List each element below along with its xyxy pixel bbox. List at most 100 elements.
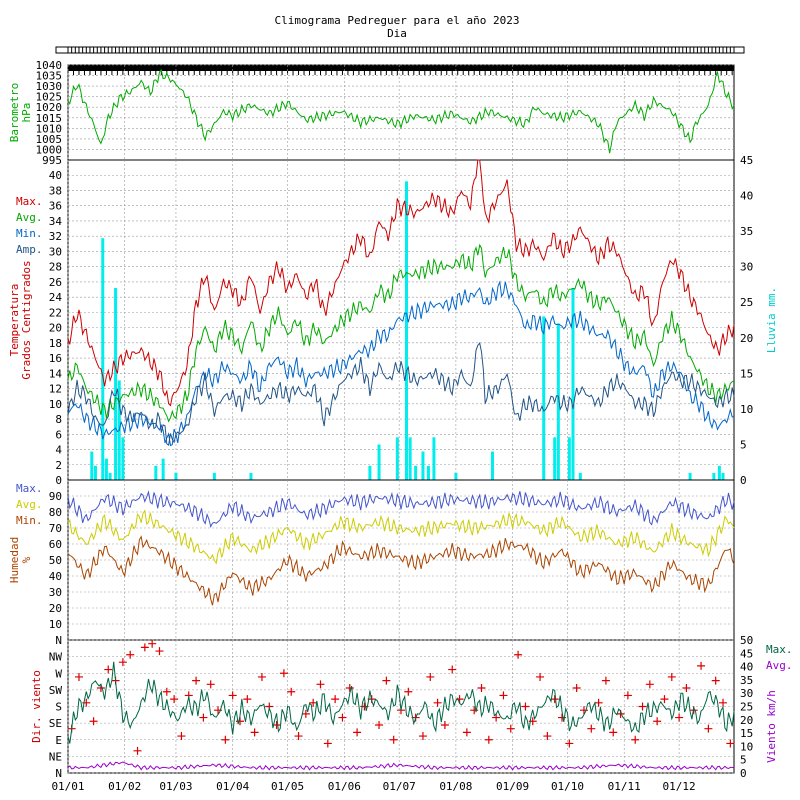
rain-bar — [556, 323, 560, 480]
temperatura-legend-item: Avg. — [16, 211, 43, 224]
temperatura-y2tick-label: 30 — [740, 261, 753, 274]
viento-y2tick-label: 35 — [740, 674, 753, 687]
humedad-legend-item: Avg. — [16, 498, 43, 511]
rain-bar — [121, 437, 125, 480]
barometro-ytick-label: 1015 — [36, 112, 63, 125]
wind-direction-point — [631, 735, 640, 744]
wind-direction-point — [382, 676, 391, 685]
viento-y2tick-label: 20 — [740, 714, 753, 727]
x-tick-label: 01/03 — [159, 780, 192, 793]
temperatura-y2tick-label: 0 — [740, 474, 747, 487]
temperatura-ytick-label: 4 — [55, 444, 62, 457]
temperatura-ytick-label: 36 — [49, 200, 62, 213]
wind-direction-point — [726, 739, 735, 748]
temperatura-ytick-label: 20 — [49, 322, 62, 335]
wind-direction-point — [609, 728, 618, 737]
temperatura-axis-unit: Grados Centigrados — [20, 260, 33, 379]
wind-direction-point — [375, 720, 384, 729]
wind-direction-point — [199, 713, 208, 722]
barometro-ytick-label: 1000 — [36, 143, 63, 156]
viento-y2tick-label: 0 — [740, 767, 747, 780]
wind-direction-point — [148, 639, 157, 648]
temperatura-y2tick-label: 25 — [740, 296, 753, 309]
wind-direction-point — [426, 672, 435, 681]
rain-bar — [542, 316, 546, 480]
rain-bar — [154, 465, 158, 480]
x-tick-label: 01/06 — [328, 780, 361, 793]
humedad-series-min — [67, 535, 735, 606]
viento-y2tick-label: 25 — [740, 701, 753, 714]
rain-bar — [93, 465, 97, 480]
viento-ytick-label: SW — [49, 684, 63, 697]
temperatura-ytick-label: 40 — [49, 169, 62, 182]
wind-direction-point — [316, 680, 325, 689]
temperatura-ytick-label: 22 — [49, 306, 62, 319]
wind-direction-point — [543, 732, 552, 741]
rain-bar — [368, 465, 372, 480]
wind-direction-point — [594, 698, 603, 707]
rain-bar — [212, 472, 216, 480]
barometro-ytick-label: 1020 — [36, 101, 63, 114]
wind-direction-point — [623, 691, 632, 700]
x-tick-label: 01/07 — [383, 780, 416, 793]
x-tick-label: 01/01 — [51, 780, 84, 793]
temperatura-ytick-label: 12 — [49, 383, 62, 396]
viento-y2tick-label: 10 — [740, 740, 753, 753]
wind-direction-point — [645, 680, 654, 689]
rain-bar — [553, 437, 557, 480]
wind-direction-point — [462, 728, 471, 737]
viento-ytick-label: NE — [49, 750, 62, 763]
humedad-series-max — [67, 490, 735, 529]
x-tick-label: 01/11 — [608, 780, 641, 793]
rain-bar — [571, 288, 575, 480]
viento-y2tick-label: 5 — [740, 754, 747, 767]
rain-bar — [414, 465, 418, 480]
wind-direction-point — [301, 709, 310, 718]
viento-ytick-label: SE — [49, 717, 62, 730]
rain-bar — [408, 437, 412, 480]
wind-direction-point — [345, 684, 354, 693]
rain-bar — [108, 472, 112, 480]
wind-direction-point — [206, 680, 215, 689]
wind-direction-point — [279, 669, 288, 678]
wind-direction-point — [448, 665, 457, 674]
rain-bar — [421, 451, 425, 480]
wind-direction-point — [126, 650, 135, 659]
wind-direction-point — [601, 676, 610, 685]
temperatura-y2tick-label: 40 — [740, 190, 753, 203]
viento-ytick-label: W — [55, 667, 62, 680]
wind-direction-point — [565, 739, 574, 748]
barometro-ytick-label: 1040 — [36, 59, 63, 72]
chart-panels: 995100010051010101510201025103010351040B… — [8, 46, 793, 793]
barometro-series-line — [67, 68, 735, 154]
wind-direction-point — [162, 687, 171, 696]
rain-bar — [114, 288, 118, 480]
rain-bar — [174, 472, 178, 480]
wind-direction-point — [294, 732, 303, 741]
wind-direction-point — [118, 658, 127, 667]
wind-direction-point — [309, 698, 318, 707]
viento-y2tick-label: 15 — [740, 727, 753, 740]
rain-bar — [717, 465, 721, 480]
viento-y2tick-label: 30 — [740, 687, 753, 700]
wind-direction-point — [550, 695, 559, 704]
viento-y2tick-label: 45 — [740, 647, 753, 660]
wind-direction-point — [675, 713, 684, 722]
wind-direction-point — [192, 676, 201, 685]
rain-bar — [104, 458, 108, 480]
wind-direction-point — [433, 698, 442, 707]
temperatura-ytick-label: 6 — [55, 428, 62, 441]
humedad-ytick-label: 20 — [49, 602, 62, 615]
wind-direction-point — [221, 735, 230, 744]
wind-direction-point — [719, 698, 728, 707]
wind-direction-point — [89, 717, 98, 726]
temperatura-ytick-label: 0 — [55, 474, 62, 487]
wind-direction-point — [704, 724, 713, 733]
viento-legend-item: Avg. — [766, 659, 793, 672]
temperatura-y2tick-label: 20 — [740, 332, 753, 345]
temperatura-legend-item: Min. — [16, 227, 43, 240]
rain-bar — [567, 437, 571, 480]
viento-ytick-label: NW — [49, 651, 63, 664]
temperatura-series-amp — [67, 341, 735, 446]
